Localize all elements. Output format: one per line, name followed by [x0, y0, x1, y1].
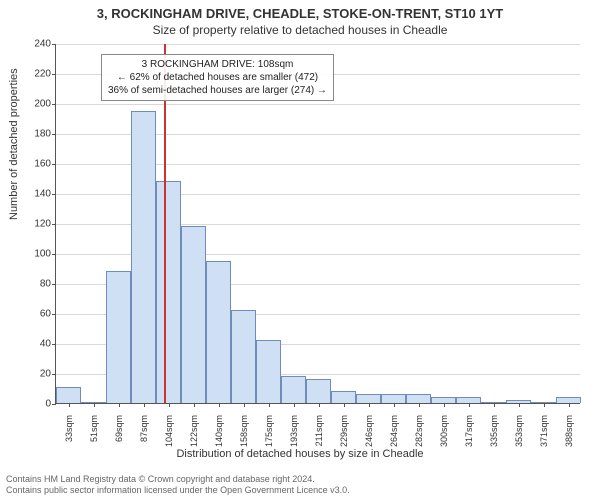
y-tick-label: 100: [21, 249, 51, 260]
x-tick: [94, 403, 95, 407]
x-tick: [294, 403, 295, 407]
x-tick: [444, 403, 445, 407]
y-tick: [52, 44, 56, 45]
histogram-bar: [331, 391, 356, 403]
histogram-bar: [106, 271, 131, 403]
x-tick: [394, 403, 395, 407]
footer-attribution: Contains HM Land Registry data © Crown c…: [6, 474, 594, 496]
annotation-line: ← 62% of detached houses are smaller (47…: [108, 71, 327, 84]
x-tick: [119, 403, 120, 407]
x-axis-title: Distribution of detached houses by size …: [0, 448, 600, 460]
annotation-line: 3 ROCKINGHAM DRIVE: 108sqm: [108, 58, 327, 71]
y-tick: [52, 164, 56, 165]
x-tick: [419, 403, 420, 407]
footer-line-2: Contains public sector information licen…: [6, 485, 594, 496]
histogram-bar: [181, 226, 206, 403]
y-tick: [52, 404, 56, 405]
chart-subtitle: Size of property relative to detached ho…: [0, 21, 600, 37]
x-tick: [469, 403, 470, 407]
y-tick: [52, 224, 56, 225]
y-tick-label: 220: [21, 69, 51, 80]
x-tick: [269, 403, 270, 407]
x-tick: [69, 403, 70, 407]
x-tick: [319, 403, 320, 407]
x-tick: [169, 403, 170, 407]
y-tick-label: 20: [21, 369, 51, 380]
y-tick-label: 180: [21, 129, 51, 140]
y-tick-label: 140: [21, 189, 51, 200]
histogram-bar: [306, 379, 331, 403]
chart-container: 3, ROCKINGHAM DRIVE, CHEADLE, STOKE-ON-T…: [0, 0, 600, 500]
gridline: [56, 44, 580, 45]
y-tick-label: 240: [21, 39, 51, 50]
x-tick: [369, 403, 370, 407]
footer-line-1: Contains HM Land Registry data © Crown c…: [6, 474, 594, 485]
histogram-bar: [131, 111, 156, 404]
x-tick: [194, 403, 195, 407]
y-tick-label: 120: [21, 219, 51, 230]
histogram-bar: [281, 376, 306, 403]
x-tick: [569, 403, 570, 407]
plot-area: 02040608010012014016018020022024033sqm51…: [55, 44, 580, 404]
y-tick: [52, 314, 56, 315]
y-tick-label: 80: [21, 279, 51, 290]
y-tick-label: 60: [21, 309, 51, 320]
y-tick: [52, 374, 56, 375]
y-tick: [52, 134, 56, 135]
x-tick: [244, 403, 245, 407]
x-tick: [519, 403, 520, 407]
x-tick: [494, 403, 495, 407]
y-tick-label: 0: [21, 399, 51, 410]
histogram-bar: [381, 394, 406, 403]
y-tick: [52, 74, 56, 75]
y-tick: [52, 284, 56, 285]
annotation-line: 36% of semi-detached houses are larger (…: [108, 84, 327, 97]
histogram-bar: [256, 340, 281, 403]
histogram-bar: [356, 394, 381, 403]
y-tick-label: 160: [21, 159, 51, 170]
histogram-bar: [231, 310, 256, 403]
histogram-bar: [206, 261, 231, 404]
histogram-bar: [406, 394, 431, 403]
y-tick: [52, 194, 56, 195]
histogram-bar: [156, 181, 181, 403]
y-tick: [52, 104, 56, 105]
y-tick: [52, 254, 56, 255]
y-tick-label: 200: [21, 99, 51, 110]
chart-title: 3, ROCKINGHAM DRIVE, CHEADLE, STOKE-ON-T…: [0, 0, 600, 21]
x-tick: [544, 403, 545, 407]
x-tick: [144, 403, 145, 407]
y-tick-label: 40: [21, 339, 51, 350]
histogram-bar: [56, 387, 81, 404]
y-tick: [52, 344, 56, 345]
x-tick: [344, 403, 345, 407]
y-axis-title: Number of detached properties: [8, 68, 20, 220]
gridline: [56, 104, 580, 105]
annotation-box: 3 ROCKINGHAM DRIVE: 108sqm← 62% of detac…: [101, 54, 334, 101]
x-tick: [219, 403, 220, 407]
